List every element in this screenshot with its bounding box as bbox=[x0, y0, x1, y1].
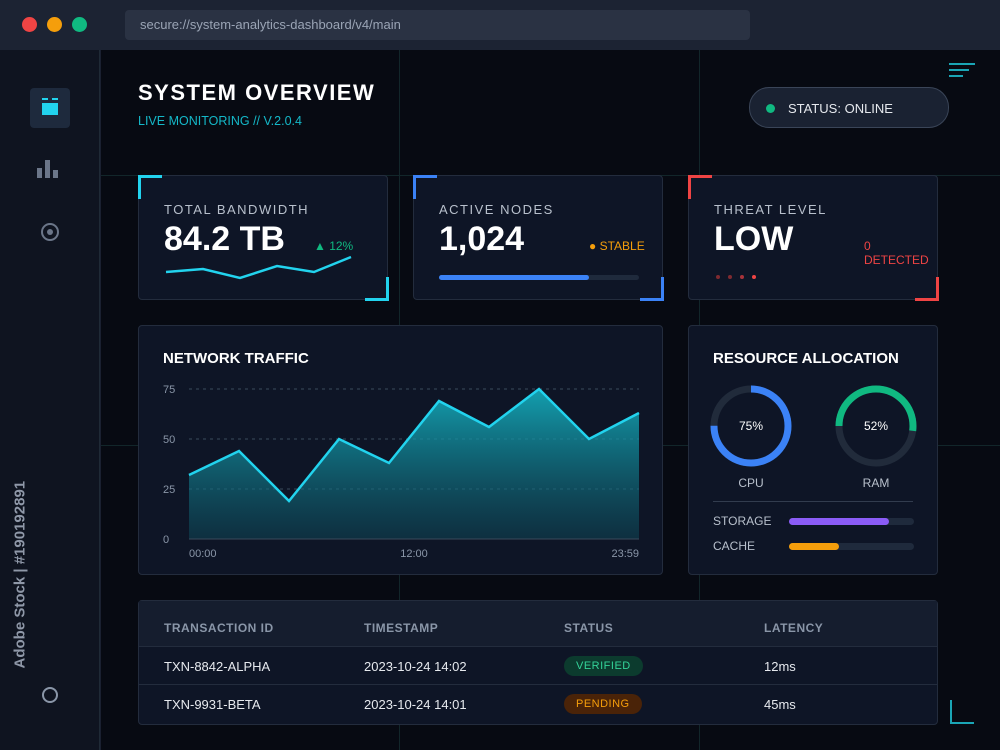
minimize-button[interactable] bbox=[47, 17, 62, 32]
address-bar[interactable]: secure://system-analytics-dashboard/v4/m… bbox=[125, 10, 750, 40]
transaction-id: TXN-8842-ALPHA bbox=[164, 659, 271, 674]
ram-value: 52% bbox=[863, 419, 889, 433]
sparkline bbox=[165, 255, 352, 280]
latency: 12ms bbox=[764, 659, 796, 674]
column-header: STATUS bbox=[564, 621, 614, 635]
y-tick-label: 25 bbox=[163, 484, 175, 496]
threat-card: THREAT LEVEL LOW 0 DETECTED bbox=[688, 175, 938, 300]
close-button[interactable] bbox=[22, 17, 37, 32]
stable-indicator: ● STABLE bbox=[589, 239, 645, 253]
bar-chart-icon bbox=[37, 160, 58, 178]
card-value: LOW bbox=[714, 220, 794, 258]
y-tick-label: 50 bbox=[163, 434, 175, 446]
card-label: TOTAL BANDWIDTH bbox=[164, 202, 310, 217]
resource-card: RESOURCE ALLOCATION 75% CPU 52% RAM STOR… bbox=[688, 325, 938, 575]
sidebar-item-dashboard[interactable] bbox=[30, 88, 70, 128]
status-badge: PENDING bbox=[564, 694, 642, 714]
cache-bar bbox=[789, 543, 914, 550]
target-icon bbox=[41, 223, 59, 241]
column-header: TIMESTAMP bbox=[364, 621, 439, 635]
table-row[interactable]: TXN-8842-ALPHA 2023-10-24 14:02 VERIFIED… bbox=[139, 646, 937, 684]
cpu-value: 75% bbox=[738, 419, 764, 433]
ram-label: RAM bbox=[862, 476, 890, 490]
network-traffic-card: NETWORK TRAFFIC 0 25 50 75 00:00 12:00 23:59 bbox=[138, 325, 663, 575]
timestamp: 2023-10-24 14:01 bbox=[364, 697, 467, 712]
network-traffic-chart: 0 25 50 75 00:00 12:00 23:59 bbox=[163, 384, 640, 560]
storage-bar bbox=[789, 518, 914, 525]
sidebar-item-target[interactable] bbox=[40, 222, 60, 247]
cpu-gauge bbox=[710, 385, 792, 467]
latency: 45ms bbox=[764, 697, 796, 712]
transactions-table: TRANSACTION ID TIMESTAMP STATUS LATENCY … bbox=[138, 600, 938, 725]
nodes-progress bbox=[439, 275, 639, 280]
sidebar-item-analytics[interactable] bbox=[37, 158, 59, 178]
table-row[interactable]: TXN-9931-BETA 2023-10-24 14:01 PENDING 4… bbox=[139, 684, 937, 722]
resource-title: RESOURCE ALLOCATION bbox=[713, 350, 899, 367]
x-tick-label: 12:00 bbox=[400, 548, 428, 560]
traffic-line bbox=[188, 387, 640, 503]
menu-icon[interactable] bbox=[949, 62, 975, 78]
main-content: SYSTEM OVERVIEW LIVE MONITORING // V.2.0… bbox=[101, 50, 1000, 750]
sidebar: Adobe Stock | #190192891 bbox=[0, 50, 100, 750]
page-subtitle: LIVE MONITORING // V.2.0.4 bbox=[138, 114, 302, 128]
chart-title: NETWORK TRAFFIC bbox=[163, 350, 309, 367]
timestamp: 2023-10-24 14:02 bbox=[364, 659, 467, 674]
page-title: SYSTEM OVERVIEW bbox=[138, 80, 376, 105]
card-label: ACTIVE NODES bbox=[439, 202, 554, 217]
watermark-text: Adobe Stock | #190192891 bbox=[11, 480, 29, 669]
traffic-area bbox=[189, 389, 639, 539]
x-tick-label: 23:59 bbox=[611, 548, 639, 560]
status-dot bbox=[766, 104, 775, 113]
maximize-button[interactable] bbox=[72, 17, 87, 32]
status-badge: VERIFIED bbox=[564, 656, 643, 676]
y-tick-label: 75 bbox=[163, 384, 175, 396]
transaction-id: TXN-9931-BETA bbox=[164, 697, 261, 712]
card-value: 1,024 bbox=[439, 220, 525, 258]
column-header: LATENCY bbox=[764, 621, 824, 635]
threat-count: 0 DETECTED bbox=[864, 239, 929, 267]
column-header: TRANSACTION ID bbox=[164, 621, 274, 635]
status-text: STATUS: ONLINE bbox=[788, 101, 893, 116]
settings-circle-icon[interactable] bbox=[41, 686, 59, 704]
y-tick-label: 0 bbox=[163, 534, 169, 546]
delta-badge: ▲ 12% bbox=[314, 239, 354, 253]
status-badge: STATUS: ONLINE bbox=[749, 87, 949, 128]
bandwidth-card: TOTAL BANDWIDTH 84.2 TB ▲ 12% bbox=[138, 175, 388, 300]
storage-label: STORAGE bbox=[713, 514, 772, 528]
x-tick-label: 00:00 bbox=[189, 548, 217, 560]
browser-bar: secure://system-analytics-dashboard/v4/m… bbox=[0, 0, 1000, 50]
threat-dots bbox=[716, 275, 756, 279]
nodes-card: ACTIVE NODES 1,024 ● STABLE bbox=[413, 175, 663, 300]
card-label: THREAT LEVEL bbox=[714, 202, 827, 217]
ram-gauge bbox=[835, 385, 917, 467]
dashboard-icon bbox=[42, 98, 58, 118]
cache-label: CACHE bbox=[713, 539, 756, 553]
card-value: 84.2 TB bbox=[164, 220, 285, 258]
cpu-label: CPU bbox=[738, 476, 764, 490]
